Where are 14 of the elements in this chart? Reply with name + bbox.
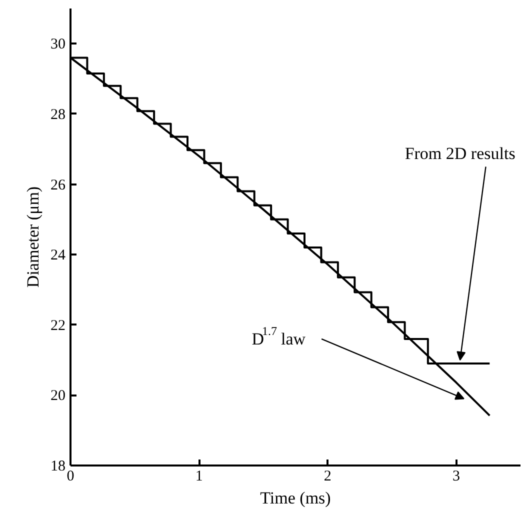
y-tick-label: 22 [50, 318, 66, 334]
y-tick-label: 26 [50, 177, 66, 194]
y-tick-label: 24 [50, 248, 66, 264]
y-tick-label: 20 [50, 388, 66, 404]
y-axis-title: Diameter (μm) [24, 186, 42, 288]
annotation: From 2D results [404, 144, 516, 164]
x-tick-label: 2 [324, 468, 332, 484]
x-axis-title: Time (ms) [260, 488, 331, 508]
y-tick-label: 18 [50, 458, 66, 474]
y-tick-label: 28 [50, 106, 66, 123]
x-tick-label: 3 [452, 468, 460, 484]
x-tick-label: 0 [66, 468, 74, 484]
y-tick-label: 30 [50, 36, 66, 53]
x-tick-label: 1 [195, 468, 203, 484]
